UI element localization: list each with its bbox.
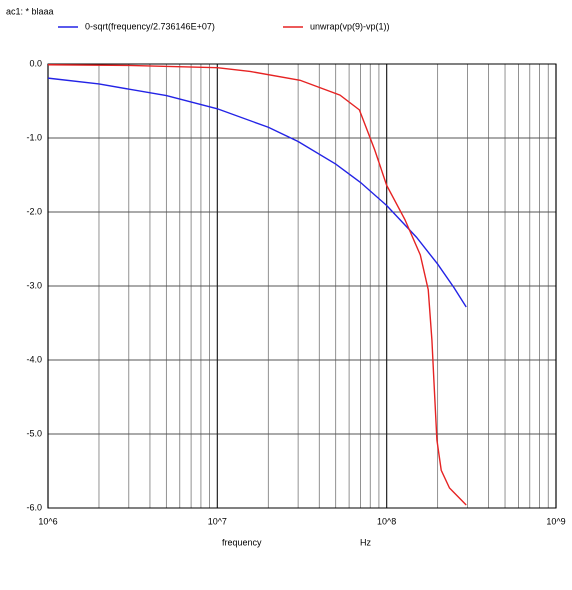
legend-label: 0-sqrt(frequency/2.736146E+07) bbox=[85, 21, 215, 31]
y-tick-label: -5.0 bbox=[26, 428, 42, 438]
y-tick-label: -2.0 bbox=[26, 206, 42, 216]
series-line bbox=[47, 64, 467, 506]
y-tick-label: -6.0 bbox=[26, 502, 42, 512]
x-tick-label: 10^6 bbox=[38, 516, 57, 526]
x-axis-label: frequency bbox=[222, 537, 262, 547]
y-tick-label: -4.0 bbox=[26, 354, 42, 364]
chart-title: ac1: * blaaa bbox=[6, 6, 54, 16]
plot-frame bbox=[47, 63, 557, 509]
y-tick-label: -3.0 bbox=[26, 280, 42, 290]
x-axis-unit: Hz bbox=[360, 537, 371, 547]
x-tick-label: 10^7 bbox=[208, 516, 227, 526]
y-tick-label: -1.0 bbox=[26, 132, 42, 142]
legend-label: unwrap(vp(9)-vp(1)) bbox=[310, 21, 390, 31]
y-tick-label: 0.0 bbox=[29, 58, 42, 68]
series-line bbox=[47, 77, 467, 308]
x-tick-label: 10^9 bbox=[546, 516, 565, 526]
x-tick-label: 10^8 bbox=[377, 516, 396, 526]
